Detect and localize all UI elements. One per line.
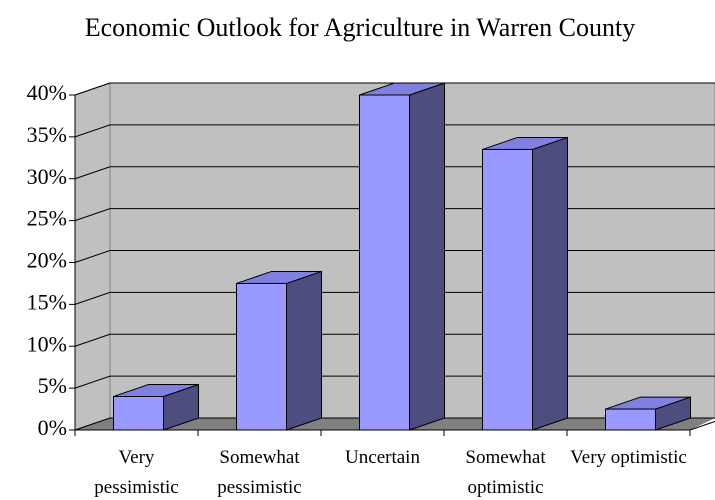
grid-line-side: [74, 250, 111, 263]
bar: [113, 396, 164, 431]
y-tick-label: 35%: [27, 122, 67, 147]
grid-line-side: [74, 333, 111, 347]
x-tick-label: Very pessimistic: [94, 447, 179, 498]
bar-side: [286, 270, 322, 431]
y-tick-label: 30%: [27, 164, 67, 189]
grid-line-side: [74, 166, 111, 180]
grid-line-side: [74, 417, 111, 431]
grid-line-side: [74, 375, 111, 389]
y-tick-label: 40%: [27, 80, 67, 105]
chart-title: Economic Outlook for Agriculture in Warr…: [84, 13, 636, 42]
x-tick-label: Somewhat pessimistic: [217, 447, 302, 498]
y-tick-label: 0%: [38, 415, 67, 440]
x-tick-label: Very optimistic: [570, 447, 687, 468]
y-tick-label: 10%: [27, 331, 67, 356]
grid-line-side: [74, 291, 111, 305]
bar: [482, 148, 533, 431]
bar-side: [409, 82, 445, 431]
bar-side: [532, 136, 568, 431]
y-tick-label: 20%: [27, 248, 67, 273]
grid-line-side: [74, 124, 111, 138]
grid-line-side: [74, 82, 111, 96]
x-axis-depth: [689, 420, 715, 431]
bar: [605, 408, 656, 431]
bar: [359, 94, 410, 431]
y-tick-label: 15%: [27, 289, 67, 314]
x-tick-label: Uncertain: [345, 447, 420, 468]
y-tick-label: 5%: [38, 373, 67, 398]
y-tick-label: 25%: [27, 206, 67, 231]
grid-line-side: [74, 208, 111, 222]
bar: [236, 282, 287, 431]
x-tick-label: Somewhat optimistic: [465, 447, 546, 498]
